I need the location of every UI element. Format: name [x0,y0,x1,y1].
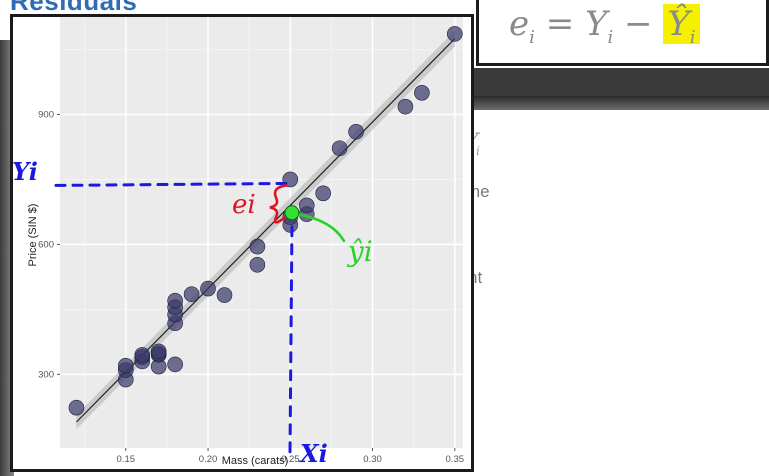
y-tick-label: 600 [38,239,54,250]
data-point [249,238,266,255]
x-axis-label: Mass (carats) [222,455,289,467]
fitted-value-highlight: Ŷi [663,4,700,48]
data-point [298,197,315,214]
data-point [249,256,266,273]
data-point [446,26,463,42]
data-point [150,343,167,360]
data-point [183,286,200,303]
data-point [167,356,183,373]
data-point [200,280,216,297]
fitted-point [284,205,300,221]
x-tick-label: 0.25 [281,454,300,465]
shadow-strip-gradient [456,96,769,110]
x-tick-label: 0.20 [199,454,218,465]
slide-title: Residuals [10,0,138,16]
formula-box: ei = Yi − Ŷi [476,0,769,66]
xi-guide-line [288,225,294,462]
data-point [397,98,414,115]
x-tick-label: 0.30 [363,454,382,465]
data-point [167,292,183,309]
residual-brace [269,184,288,224]
yhat-label: ŷi [346,235,373,268]
data-point [68,399,85,416]
yi-guide-line [54,181,290,187]
yi-label: Yi [12,157,38,186]
xi-label: Xi [298,439,328,468]
data-point [216,287,233,303]
residual-formula: ei = Yi − Ŷi [509,4,700,48]
data-point [315,185,331,202]
x-tick-label: 0.15 [117,454,136,465]
y-tick-label: 900 [38,109,54,120]
y-tick-label: 300 [38,369,54,380]
data-point [331,140,348,157]
behind-text-i: i [476,144,480,158]
yhat-pointer [298,213,346,243]
data-point [414,85,430,101]
data-point [134,347,151,363]
ei-label: ei [232,190,256,220]
data-point [348,123,364,140]
data-point [117,357,134,374]
y-axis-label: Price (SIN $) [27,204,39,267]
x-tick-label: 0.35 [446,454,465,465]
